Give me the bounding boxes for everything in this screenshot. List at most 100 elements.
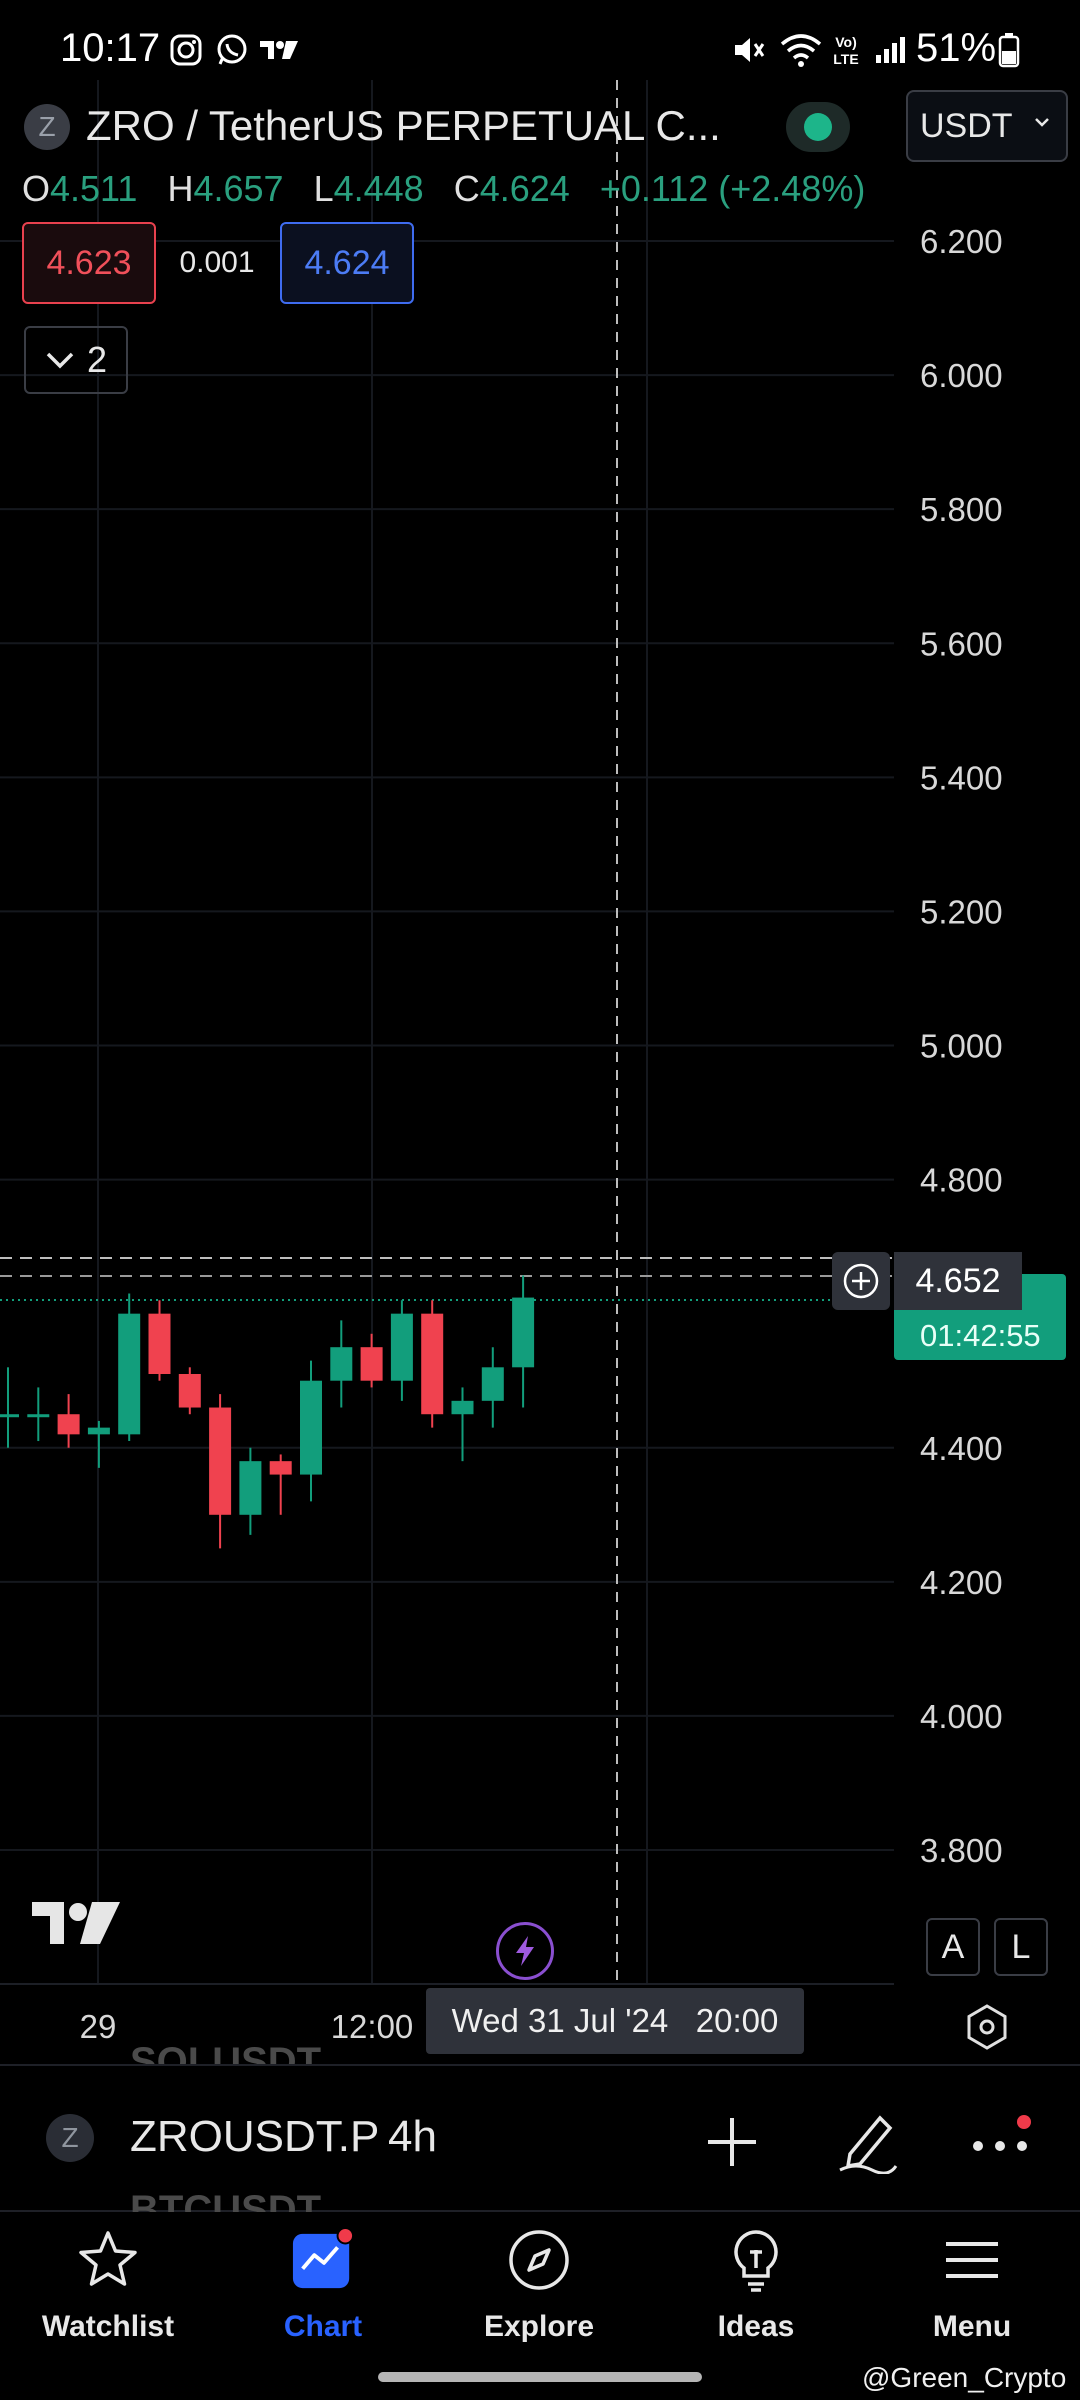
currency-value: USDT <box>920 106 1013 145</box>
candle-body <box>512 1297 535 1368</box>
svg-text:LTE: LTE <box>833 51 858 67</box>
price-tick-label: 5.200 <box>920 893 1003 930</box>
candle-body <box>0 1414 19 1418</box>
candle[interactable] <box>87 1420 110 1468</box>
symbol-bar <box>0 2064 1080 2212</box>
candle-body <box>87 1427 110 1435</box>
nav-menu[interactable]: Menu <box>872 2228 1072 2358</box>
price-tick-label: 5.800 <box>920 491 1003 528</box>
mute-icon <box>726 30 772 70</box>
add-alert-button[interactable] <box>832 1252 890 1310</box>
more-options-icon[interactable] <box>968 2104 1034 2174</box>
price-tick-label: 5.000 <box>920 1028 1003 1065</box>
candle-body <box>178 1374 201 1408</box>
candle[interactable] <box>269 1454 292 1515</box>
live-dot <box>804 113 832 141</box>
candle[interactable] <box>209 1394 232 1549</box>
candle[interactable] <box>300 1360 322 1502</box>
bottom-navigation <box>0 2212 1080 2400</box>
price-tick-label: 4.200 <box>920 1564 1003 1601</box>
market-status-indicator[interactable] <box>786 102 850 152</box>
candle[interactable] <box>451 1387 474 1462</box>
instagram-icon <box>166 30 206 70</box>
nav-chart[interactable]: Chart <box>223 2227 423 2358</box>
sell-price-button[interactable]: 4.623 <box>22 222 156 304</box>
high-value: 4.657 <box>193 168 284 209</box>
price-tick-label: 4.000 <box>920 1698 1003 1735</box>
lightning-button[interactable] <box>496 1922 554 1980</box>
candle-body <box>360 1347 383 1381</box>
open-value: 4.511 <box>50 168 138 209</box>
chevron-down-icon <box>1035 118 1049 127</box>
nav-label: Ideas <box>717 2310 795 2343</box>
add-icon[interactable] <box>700 2110 764 2174</box>
tradingview-icon <box>256 30 302 70</box>
hamburger-menu-icon <box>940 2228 1004 2292</box>
ohlc-legend: O4.511 H4.657 L4.448 C4.624 +0.112 (+2.4… <box>22 168 885 210</box>
candle-body <box>148 1313 171 1375</box>
lightbulb-icon <box>724 2228 788 2292</box>
star-icon <box>76 2228 140 2292</box>
crosshair-price-label: 4.652 <box>894 1252 1022 1310</box>
symbol-search-button[interactable]: ZROUSDT.P <box>130 2112 380 2161</box>
whatsapp-icon <box>212 30 252 70</box>
chart-settings-icon[interactable] <box>960 2000 1014 2054</box>
battery-percent: 51% <box>916 26 997 70</box>
candle[interactable] <box>239 1447 262 1535</box>
time-tick-label: 29 <box>80 2008 117 2045</box>
nav-ideas[interactable]: Ideas <box>656 2228 856 2358</box>
chart-icon <box>291 2227 355 2292</box>
buy-price-button[interactable]: 4.624 <box>280 222 414 304</box>
interval-button[interactable]: 4h <box>388 2112 437 2161</box>
price-axis[interactable]: 6.200 6.000 5.800 5.600 5.400 5.200 5.000 4.800… <box>920 223 1003 1869</box>
candle[interactable] <box>421 1300 444 1428</box>
indicators-toggle[interactable]: 2 <box>24 326 128 394</box>
time-tick-label: 12:00 <box>331 2008 414 2045</box>
log-scale-button[interactable]: L <box>994 1918 1048 1976</box>
wifi-icon <box>776 30 826 70</box>
home-indicator[interactable] <box>378 2372 702 2382</box>
compass-icon <box>507 2228 571 2292</box>
candle[interactable] <box>330 1320 353 1408</box>
candle[interactable] <box>481 1347 504 1428</box>
nav-label: Chart <box>283 2310 363 2343</box>
close-value: 4.624 <box>479 168 570 209</box>
candle-countdown: 01:42:55 <box>920 1318 1041 1353</box>
price-chart[interactable]: 6.200 6.000 5.800 5.600 5.400 5.200 5.000 4.800… <box>0 0 1080 2060</box>
plus-circle-icon <box>843 1263 879 1299</box>
candle[interactable] <box>118 1293 141 1442</box>
indicator-count: 2 <box>86 339 108 380</box>
candle-body <box>239 1461 262 1515</box>
currency-select[interactable]: USDT <box>906 90 1068 162</box>
tradingview-logo <box>32 1902 120 1944</box>
time-axis[interactable]: 29 12:00 <box>80 2008 414 2045</box>
nav-watchlist[interactable]: Watchlist <box>8 2228 208 2358</box>
symbol-title[interactable]: ZRO / TetherUS PERPETUAL C... <box>86 102 721 149</box>
low-value: 4.448 <box>333 168 424 209</box>
price-tick-label: 3.800 <box>920 1832 1003 1869</box>
nav-explore[interactable]: Explore <box>439 2228 639 2358</box>
price-change: +0.112 (+2.48%) <box>599 168 866 209</box>
close-key: C <box>453 168 480 209</box>
candle-body <box>451 1400 474 1415</box>
candle-body <box>300 1380 322 1475</box>
candle-body <box>390 1313 413 1381</box>
candle[interactable] <box>390 1300 413 1401</box>
candle[interactable] <box>512 1275 535 1408</box>
price-tick-label: 5.400 <box>920 759 1003 796</box>
price-tick-label: 6.000 <box>920 357 1003 394</box>
candle[interactable] <box>0 1367 19 1448</box>
auto-scale-button[interactable]: A <box>926 1918 980 1976</box>
candle-body <box>27 1414 50 1418</box>
candle-body <box>269 1461 292 1475</box>
candle[interactable] <box>148 1300 171 1381</box>
lightning-icon <box>516 1936 534 1966</box>
nav-label: Menu <box>932 2310 1012 2343</box>
candle[interactable] <box>27 1387 50 1442</box>
drawing-tools-icon[interactable] <box>836 2104 900 2174</box>
candle-body <box>209 1407 232 1515</box>
candle[interactable] <box>178 1367 201 1415</box>
svg-text:Vo): Vo) <box>835 34 857 50</box>
candle[interactable] <box>57 1394 80 1448</box>
candle[interactable] <box>360 1333 383 1388</box>
